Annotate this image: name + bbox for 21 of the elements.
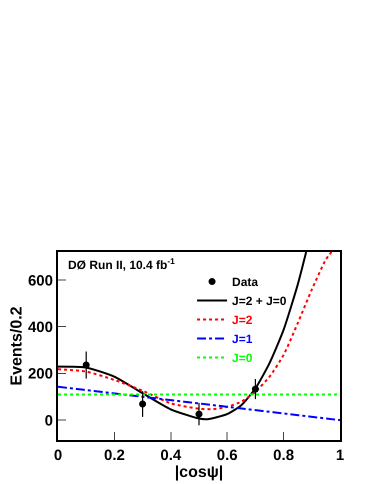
annotation: DØ Run II, 10.4 fb$^{-1}$ bbox=[68, 256, 176, 272]
y-tick-label: 200 bbox=[28, 366, 53, 383]
legend-label: J=2 + J=0 bbox=[232, 294, 287, 308]
legend-label: Data bbox=[232, 275, 258, 290]
point bbox=[82, 362, 90, 369]
x-tick-label: 0.6 bbox=[216, 447, 238, 464]
point bbox=[196, 410, 202, 418]
y-tick-label: 400 bbox=[28, 318, 53, 336]
point bbox=[139, 400, 146, 408]
x-tick-label: 1 bbox=[336, 447, 344, 464]
y-tick-label: 600 bbox=[28, 272, 53, 290]
legend-label: J=2 bbox=[232, 313, 253, 328]
x-axis-title: |cosψ| bbox=[174, 464, 224, 481]
legend-label: J=1 bbox=[232, 332, 253, 346]
legend-label: J=0 bbox=[232, 351, 253, 366]
x-tick-label: 0.8 bbox=[273, 447, 294, 464]
x-tick-label: 0.4 bbox=[160, 447, 182, 464]
point bbox=[252, 386, 259, 393]
y-tick-label: 0 bbox=[44, 412, 53, 430]
y-axis-title: Events/0.2 bbox=[8, 306, 26, 386]
x-tick-label: 0.2 bbox=[104, 447, 125, 464]
